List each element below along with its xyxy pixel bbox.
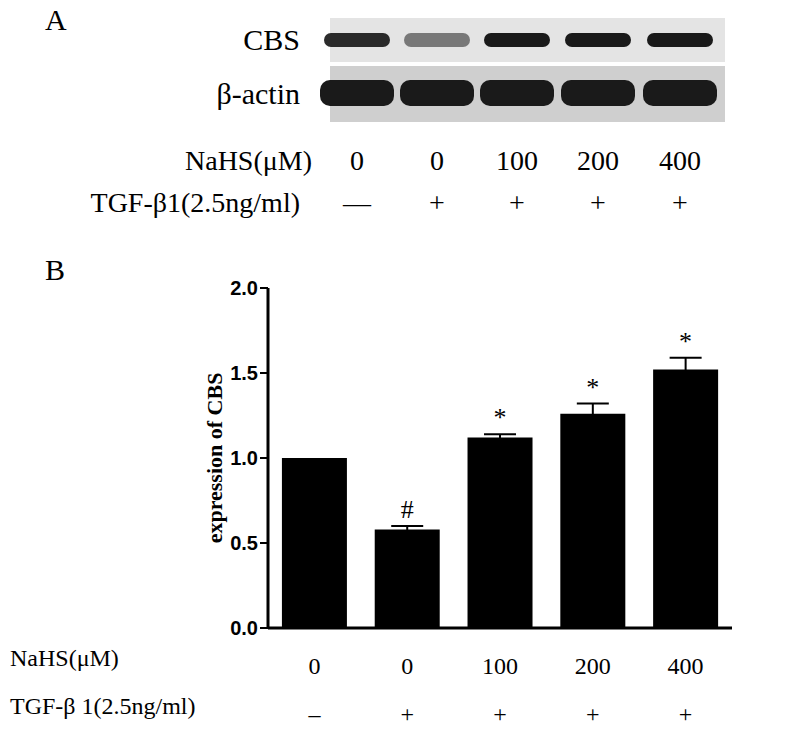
- svg-text:0: 0: [308, 653, 320, 679]
- svg-text:+: +: [586, 701, 600, 727]
- svg-text:1.5: 1.5: [230, 362, 258, 384]
- svg-text:–: –: [307, 701, 321, 727]
- svg-text:100: 100: [482, 653, 518, 679]
- svg-text:200: 200: [577, 145, 619, 176]
- svg-text:#: #: [401, 495, 414, 524]
- svg-text:+: +: [672, 187, 688, 218]
- svg-text:0: 0: [430, 145, 444, 176]
- svg-text:*: *: [679, 327, 692, 356]
- svg-text:CBS: CBS: [243, 23, 300, 56]
- svg-text:0.5: 0.5: [230, 532, 258, 554]
- svg-text:+: +: [509, 187, 525, 218]
- svg-text:0: 0: [350, 145, 364, 176]
- svg-text:*: *: [494, 403, 507, 432]
- svg-text:1.0: 1.0: [230, 447, 258, 469]
- svg-text:+: +: [400, 701, 414, 727]
- svg-text:200: 200: [575, 653, 611, 679]
- svg-text:+: +: [590, 187, 606, 218]
- svg-text:B: B: [45, 253, 65, 286]
- svg-text:*: *: [586, 373, 599, 402]
- svg-text:400: 400: [668, 653, 704, 679]
- svg-text:TGF-β 1(2.5ng/ml): TGF-β 1(2.5ng/ml): [10, 693, 196, 719]
- svg-text:+: +: [493, 701, 507, 727]
- svg-text:400: 400: [659, 145, 701, 176]
- svg-text:100: 100: [496, 145, 538, 176]
- svg-text:+: +: [679, 701, 693, 727]
- svg-text:TGF-β1(2.5ng/ml): TGF-β1(2.5ng/ml): [91, 187, 300, 218]
- svg-text:expression of CBS: expression of CBS: [202, 373, 227, 544]
- svg-text:0.0: 0.0: [230, 617, 258, 639]
- svg-text:+: +: [429, 187, 445, 218]
- svg-text:2.0: 2.0: [230, 277, 258, 299]
- svg-text:NaHS(μM): NaHS(μM): [185, 145, 312, 176]
- svg-text:NaHS(μM): NaHS(μM): [10, 645, 119, 671]
- svg-text:0: 0: [401, 653, 413, 679]
- svg-text:A: A: [45, 3, 67, 36]
- svg-text:—: —: [342, 187, 372, 218]
- svg-text:β-actin: β-actin: [216, 77, 300, 110]
